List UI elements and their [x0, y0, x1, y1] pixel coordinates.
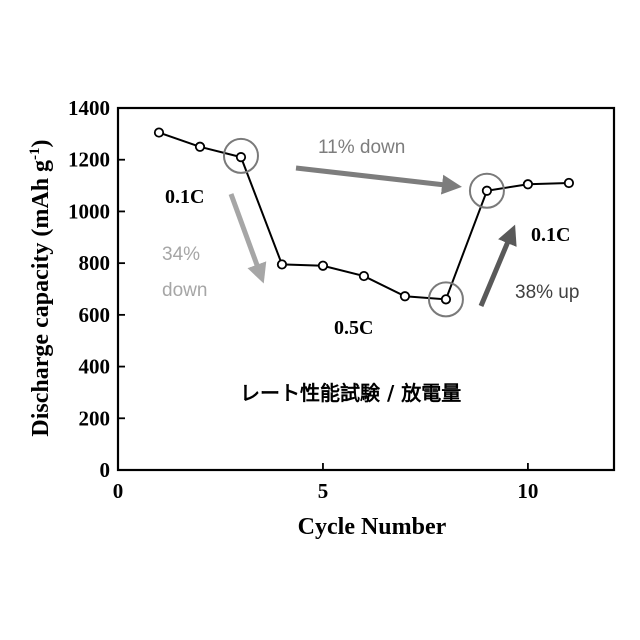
x-axis-title: Cycle Number — [298, 514, 447, 540]
y-tick-label: 200 — [79, 406, 111, 430]
highlights — [224, 139, 504, 317]
data-point — [278, 260, 286, 268]
data-point — [401, 292, 409, 300]
y-tick-label: 600 — [79, 303, 111, 327]
data-point — [196, 143, 204, 151]
rate-label-middle: 0.5C — [334, 317, 373, 339]
data-point — [524, 180, 532, 188]
data-point — [483, 187, 491, 195]
arrow-38-up — [481, 232, 512, 306]
rate-label-right: 0.1C — [531, 224, 570, 246]
change-label-38-up: 38% up — [515, 282, 579, 303]
y-tick-label: 800 — [79, 251, 111, 275]
y-tick-label: 1000 — [68, 199, 110, 223]
y-tick-label: 1400 — [68, 96, 110, 120]
change-label-down: down — [162, 280, 207, 301]
change-label-34: 34% — [162, 244, 200, 265]
y-tick-label: 1200 — [68, 148, 110, 172]
y-axis-title: Discharge capacity (mAh g-1) — [27, 139, 54, 436]
y-axis-title-sup: -1 — [27, 147, 43, 160]
y-tick-label: 400 — [79, 355, 111, 379]
japanese-title: レート性能試験 / 放電量 — [240, 381, 461, 405]
x-tick-label: 0 — [113, 479, 124, 503]
data-point — [237, 153, 245, 161]
arrow-34-down — [231, 194, 261, 276]
x-tick-label: 5 — [318, 479, 329, 503]
change-label-11-down: 11% down — [318, 137, 405, 158]
y-axis-title-main: Discharge capacity (mAh g — [28, 160, 54, 437]
data-point — [319, 262, 327, 270]
x-tick-label: 10 — [517, 479, 538, 503]
rate-label-left: 0.1C — [165, 186, 204, 208]
ticks: 0 200 400 600 800 1000 1200 1400 0 5 10 — [68, 96, 538, 503]
y-axis-title-close: ) — [28, 139, 54, 147]
data-point — [360, 272, 368, 280]
arrow-11-down — [296, 168, 454, 186]
data-point — [442, 295, 450, 303]
data-point — [565, 179, 573, 187]
data-point — [155, 128, 163, 136]
y-tick-label: 0 — [100, 458, 111, 482]
